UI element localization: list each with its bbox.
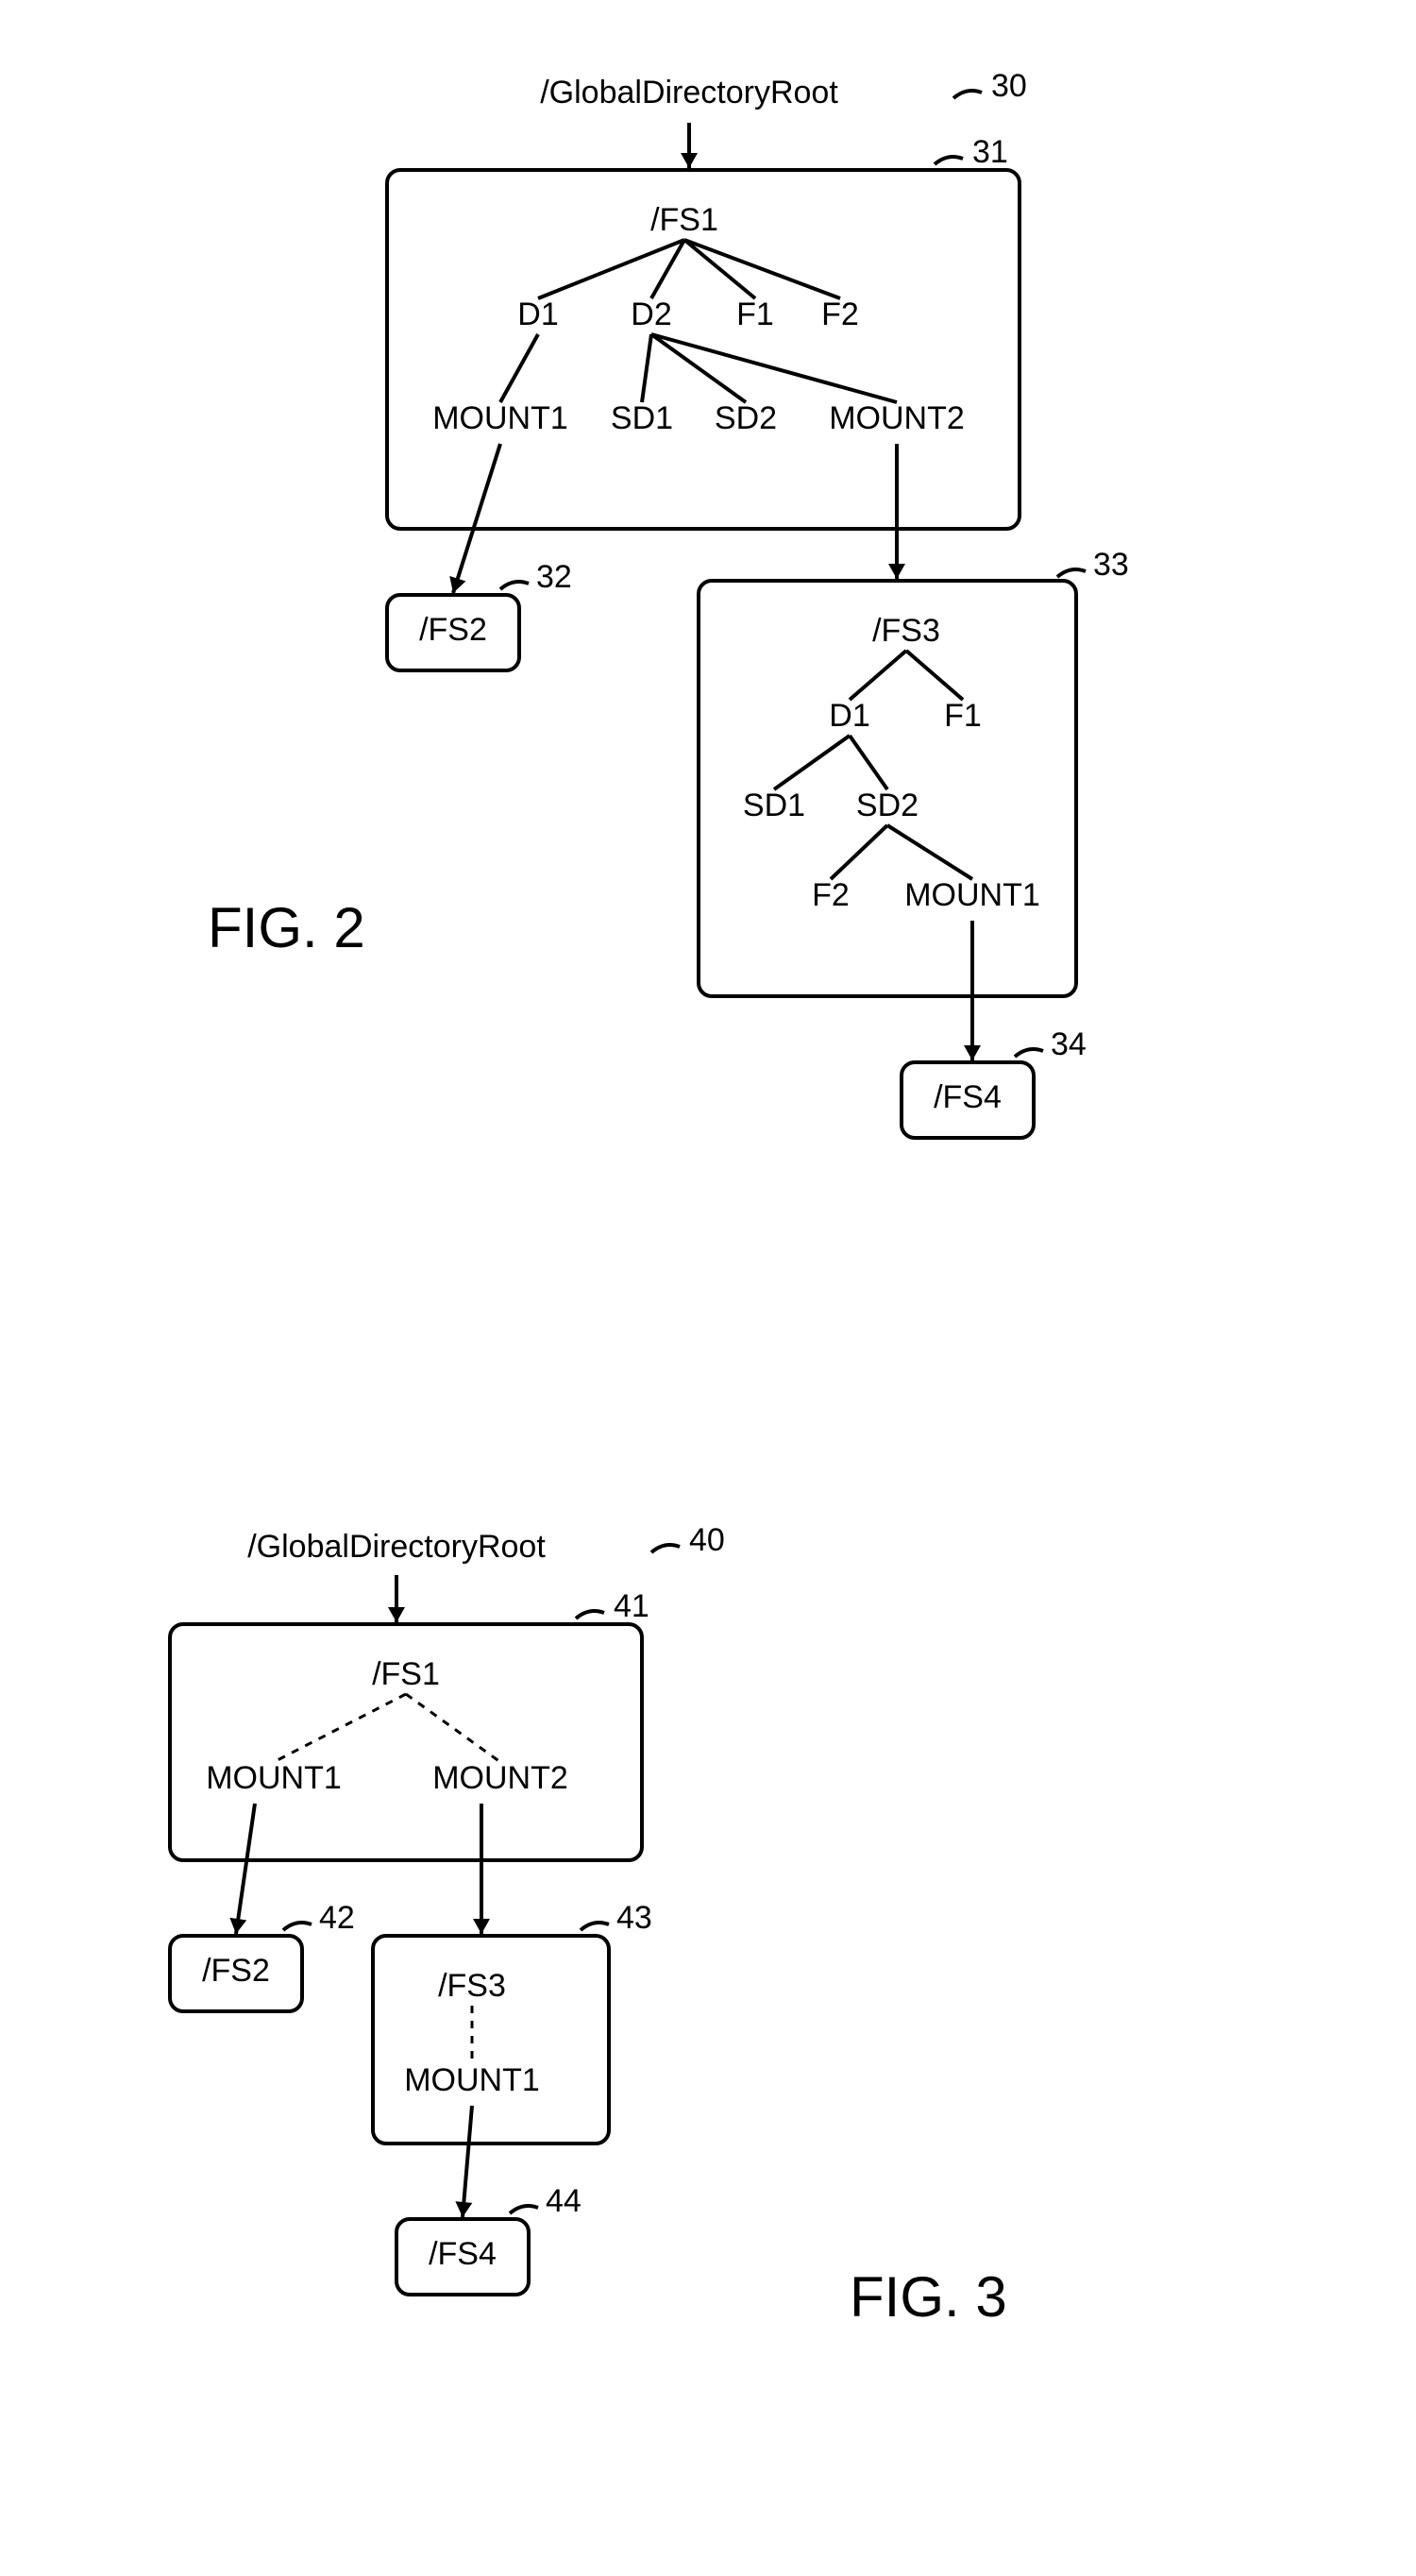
fig3-ref42: 42 bbox=[319, 1900, 355, 1936]
tree-edge bbox=[651, 334, 746, 402]
fig2-root-label: /GlobalDirectoryRoot bbox=[540, 75, 838, 110]
fig3-ref44: 44 bbox=[546, 2183, 582, 2219]
fig2-ref33: 33 bbox=[1093, 547, 1129, 583]
fig3-arrow-root-head bbox=[388, 1607, 405, 1622]
fig2-ref34-tick bbox=[1015, 1049, 1043, 1057]
fig3-arrow-m2-head bbox=[473, 1919, 490, 1934]
tree-node-D1: D1 bbox=[517, 297, 558, 332]
fig2-ref-root-tick bbox=[953, 91, 982, 98]
tree-edge bbox=[831, 825, 887, 879]
fig2-fs2-label: /FS2 bbox=[419, 612, 487, 648]
fig3-arrow-m3-head bbox=[455, 2201, 472, 2217]
tree-node-SD2: SD2 bbox=[856, 788, 919, 823]
tree-edge bbox=[850, 651, 906, 700]
fig3-ref41: 41 bbox=[614, 1588, 649, 1624]
fig3-box-43 bbox=[373, 1936, 609, 2144]
fig3-arrow-m1 bbox=[236, 1804, 255, 1934]
tree-node-MOUNT1: MOUNT1 bbox=[206, 1760, 342, 1796]
fig3-ref43: 43 bbox=[616, 1900, 652, 1936]
tree-edge bbox=[406, 1694, 500, 1762]
fig3-fs4-label: /FS4 bbox=[429, 2236, 497, 2272]
tree-edge bbox=[274, 1694, 406, 1762]
tree-node-F2: F2 bbox=[812, 877, 850, 913]
fig2-arrow-root-head bbox=[681, 153, 698, 168]
tree-node-FS3: /FS3 bbox=[438, 1968, 506, 2004]
fig3-arrow-m3 bbox=[463, 2106, 472, 2217]
tree-node-MOUNT1: MOUNT1 bbox=[404, 2062, 540, 2098]
tree-edge bbox=[850, 736, 887, 789]
fig2-ref34: 34 bbox=[1051, 1026, 1087, 1062]
fig2-arrow-m1 bbox=[453, 444, 500, 593]
fig2-ref31-tick bbox=[935, 157, 963, 164]
tree-edge bbox=[500, 334, 538, 402]
tree-node-FS3: /FS3 bbox=[872, 613, 940, 649]
tree-edge bbox=[684, 240, 755, 298]
tree-edge bbox=[642, 334, 651, 402]
fig2-ref-root: 30 bbox=[991, 68, 1027, 104]
fig2-caption: FIG. 2 bbox=[208, 896, 365, 959]
fig2-arrow-m3-head bbox=[964, 1045, 981, 1060]
fig2-ref33-tick bbox=[1057, 569, 1086, 577]
fig3-root-label: /GlobalDirectoryRoot bbox=[247, 1529, 546, 1565]
tree-edge bbox=[774, 736, 850, 789]
tree-node-F1: F1 bbox=[944, 698, 982, 734]
tree-node-SD1: SD1 bbox=[743, 788, 805, 823]
tree-node-D1: D1 bbox=[829, 698, 869, 734]
fig2-ref31: 31 bbox=[972, 134, 1008, 170]
tree-edge bbox=[651, 240, 684, 298]
fig3-ref-root: 40 bbox=[689, 1522, 725, 1558]
fig3-ref43-tick bbox=[581, 1923, 609, 1930]
tree-node-F1: F1 bbox=[736, 297, 774, 332]
tree-node-MOUNT1: MOUNT1 bbox=[432, 400, 568, 436]
tree-edge bbox=[651, 334, 897, 402]
tree-edge bbox=[538, 240, 684, 298]
tree-edge bbox=[887, 825, 972, 879]
fig3-fs2-label: /FS2 bbox=[202, 1953, 270, 1989]
fig3-ref-root-tick bbox=[651, 1545, 680, 1552]
tree-node-MOUNT2: MOUNT2 bbox=[432, 1760, 568, 1796]
fig2-ref32: 32 bbox=[536, 559, 572, 595]
tree-node-D2: D2 bbox=[631, 297, 671, 332]
fig2-ref32-tick bbox=[500, 582, 529, 589]
fig2-fs4-label: /FS4 bbox=[934, 1079, 1002, 1115]
tree-node-F2: F2 bbox=[821, 297, 859, 332]
fig2-arrow-m2-head bbox=[888, 564, 905, 579]
fig3-ref41-tick bbox=[576, 1611, 604, 1618]
tree-node-MOUNT1: MOUNT1 bbox=[904, 877, 1040, 913]
tree-node-FS1: /FS1 bbox=[372, 1656, 440, 1692]
tree-node-FS1: /FS1 bbox=[650, 202, 718, 238]
fig3-ref44-tick bbox=[510, 2206, 538, 2213]
tree-edge bbox=[906, 651, 963, 700]
tree-node-SD1: SD1 bbox=[611, 400, 673, 436]
tree-node-MOUNT2: MOUNT2 bbox=[829, 400, 965, 436]
tree-node-SD2: SD2 bbox=[715, 400, 777, 436]
fig3-ref42-tick bbox=[283, 1923, 312, 1930]
fig3-caption: FIG. 3 bbox=[850, 2265, 1007, 2329]
tree-edge bbox=[684, 240, 840, 298]
